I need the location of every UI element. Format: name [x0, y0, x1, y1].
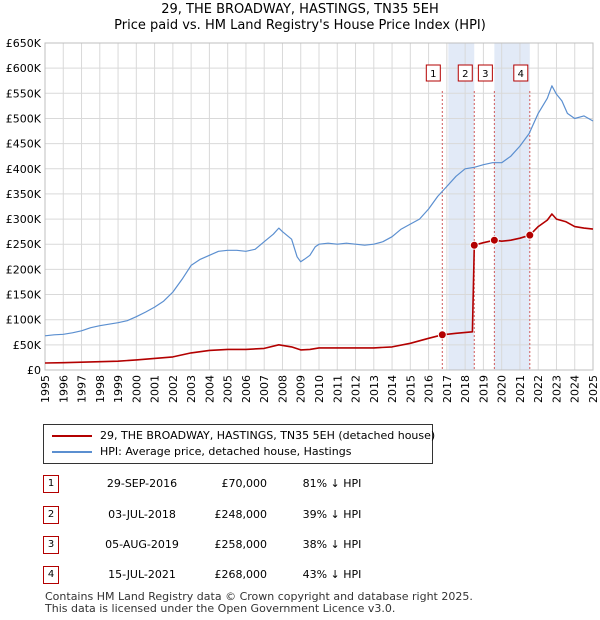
footer-licence: This data is licensed under the Open Gov… [45, 602, 396, 615]
sale-marker-badge: 1 [43, 475, 59, 493]
sale-point [489, 235, 499, 245]
sale-point [469, 240, 479, 250]
x-tick-label: 1995 [39, 375, 52, 403]
sale-marker-label: 4 [518, 69, 524, 80]
y-tick-label: £400K [6, 163, 42, 176]
y-tick-label: £350K [6, 188, 42, 201]
x-tick-label: 2011 [331, 375, 344, 403]
sale-marker-box [425, 64, 441, 82]
legend-swatch-property [52, 435, 92, 437]
table-row: 3 05-AUG-2019 £258,000 38% ↓ HPI [43, 535, 463, 555]
y-tick-label: £50K [13, 339, 42, 352]
sale-period-shade [448, 43, 475, 370]
y-tick-label: £0 [27, 364, 41, 377]
sale-date: 15-JUL-2021 [108, 568, 176, 581]
sale-period-shade [494, 43, 530, 370]
x-tick-label: 2002 [167, 375, 180, 403]
y-tick-label: £500K [6, 112, 42, 125]
sale-point [525, 230, 535, 240]
x-tick-label: 2008 [276, 375, 289, 403]
sale-hpi-diff: 39% ↓ HPI [302, 508, 362, 521]
x-tick-label: 2007 [258, 375, 271, 403]
y-tick-label: £450K [6, 138, 42, 151]
x-tick-label: 1996 [57, 375, 70, 403]
y-tick-label: £600K [6, 62, 42, 75]
price-chart: £0 £50K £100K £150K £200K £250K £300K £350K £400… [6, 37, 600, 403]
legend-swatch-hpi [52, 451, 92, 453]
plot-frame [44, 42, 594, 371]
property-series-line [44, 213, 594, 364]
sale-hpi-diff: 38% ↓ HPI [302, 538, 362, 551]
y-tick-label: £150K [6, 289, 42, 302]
table-row: 2 03-JUL-2018 £248,000 39% ↓ HPI [43, 505, 463, 525]
sale-marker-box [457, 64, 473, 82]
x-tick-label: 2005 [222, 375, 235, 403]
table-row: 1 29-SEP-2016 £70,000 81% ↓ HPI [43, 474, 463, 494]
x-tick-label: 2022 [532, 375, 545, 403]
chart-title: 29, THE BROADWAY, HASTINGS, TN35 5EH [161, 2, 439, 17]
legend-label-property: 29, THE BROADWAY, HASTINGS, TN35 5EH (de… [100, 429, 436, 442]
x-tick-label: 2020 [496, 375, 509, 403]
footer-copyright: Contains HM Land Registry data © Crown c… [45, 590, 473, 603]
sale-marker-label: 3 [482, 69, 488, 80]
legend-item-property: 29, THE BROADWAY, HASTINGS, TN35 5EH (de… [52, 428, 435, 444]
x-tick-label: 2023 [550, 375, 563, 403]
x-tick-label: 2025 [587, 375, 600, 403]
sale-marker-badge: 3 [43, 536, 59, 554]
sale-date: 03-JUL-2018 [108, 508, 176, 521]
sale-marker-box [477, 64, 493, 82]
x-tick-label: 1997 [76, 375, 89, 403]
x-tick-label: 2000 [130, 375, 143, 403]
sale-marker-box [513, 64, 529, 82]
sale-point [437, 330, 447, 340]
x-tick-label: 2006 [240, 375, 253, 403]
y-tick-label: £300K [6, 213, 42, 226]
x-tick-label: 2013 [368, 375, 381, 403]
y-tick-label: £650K [6, 37, 42, 50]
x-tick-label: 2009 [295, 375, 308, 403]
x-tick-label: 2017 [441, 375, 454, 403]
y-tick-label: £200K [6, 263, 42, 276]
x-tick-label: 2004 [203, 375, 216, 403]
legend: 29, THE BROADWAY, HASTINGS, TN35 5EH (de… [43, 424, 435, 464]
x-tick-label: 2015 [404, 375, 417, 403]
x-tick-label: 2016 [423, 375, 436, 403]
x-tick-label: 2003 [185, 375, 198, 403]
sale-price: £258,000 [214, 538, 268, 551]
sale-price: £70,000 [221, 477, 268, 490]
sale-marker-label: 2 [462, 69, 468, 80]
hpi-series-line [44, 85, 594, 337]
x-tick-label: 1999 [112, 375, 125, 403]
x-tick-label: 2018 [459, 375, 472, 403]
sale-hpi-diff: 43% ↓ HPI [302, 568, 362, 581]
chart-subtitle: Price paid vs. HM Land Registry's House … [114, 18, 486, 33]
x-tick-label: 1998 [94, 375, 107, 403]
legend-item-hpi: HPI: Average price, detached house, Hast… [52, 444, 351, 460]
x-tick-label: 2010 [313, 375, 326, 403]
x-tick-label: 2001 [149, 375, 162, 403]
legend-label-hpi: HPI: Average price, detached house, Hast… [100, 445, 352, 458]
sale-price: £248,000 [214, 508, 268, 521]
x-tick-label: 2014 [386, 375, 399, 403]
x-tick-label: 2021 [514, 375, 527, 403]
sale-marker-badge: 2 [43, 506, 59, 524]
y-tick-label: £550K [6, 87, 42, 100]
sale-marker-badge: 4 [43, 566, 59, 584]
y-tick-label: £100K [6, 314, 42, 327]
x-tick-label: 2012 [350, 375, 363, 403]
sale-date: 29-SEP-2016 [106, 477, 178, 490]
table-row: 4 15-JUL-2021 £268,000 43% ↓ HPI [43, 565, 463, 585]
sale-marker-label: 1 [430, 69, 436, 80]
sale-hpi-diff: 81% ↓ HPI [302, 477, 362, 490]
x-tick-label: 2019 [477, 375, 490, 403]
sale-date: 05-AUG-2019 [105, 538, 179, 551]
y-tick-label: £250K [6, 238, 42, 251]
sale-price: £268,000 [214, 568, 268, 581]
x-tick-label: 2024 [569, 375, 582, 403]
